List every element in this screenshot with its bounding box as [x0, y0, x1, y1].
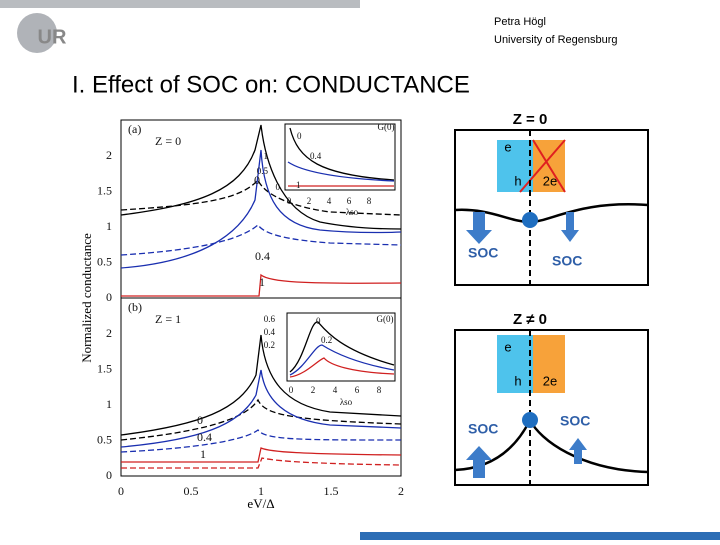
x-tick-label: 1 [258, 484, 264, 498]
author: Petra Högl [494, 16, 546, 28]
panel-tag: (b) [128, 300, 142, 314]
bottom-band [360, 532, 720, 540]
y-tick-label: 0 [106, 468, 112, 482]
top-band [0, 0, 360, 8]
inset-x-tick: 6 [347, 196, 352, 206]
inset-y-tick: 0.4 [264, 327, 276, 337]
inset-title: G(0) [377, 314, 394, 324]
y-tick-label: 0.5 [97, 254, 112, 268]
y-tick-label: 1.5 [97, 183, 112, 197]
panel-z: Z = 0 [155, 134, 181, 148]
y-axis-label: Normalized conductance [79, 233, 94, 363]
y-tick-label: 1 [106, 219, 112, 233]
inset-x-tick: 2 [311, 385, 316, 395]
inset-y-tick: 0 [276, 182, 281, 192]
plot-frames [120, 119, 402, 477]
curves-b [120, 321, 402, 469]
hole: h [514, 373, 521, 388]
diagram-title: Z = 0 [513, 111, 548, 128]
inset-curve-label: 0.4 [310, 151, 322, 161]
y-tick-label: 1.5 [97, 361, 112, 375]
y-tick-label: 1 [106, 397, 112, 411]
soc-label: SOC [468, 421, 498, 437]
inset-title: G(0) [378, 122, 395, 132]
curve-label: 0 [197, 413, 203, 427]
inset-y-tick: 1 [264, 151, 269, 161]
x-axis-label: eV/Δ [247, 496, 274, 511]
diagram-title: Z ≠ 0 [513, 311, 547, 328]
logo: UR [38, 26, 67, 48]
inset-x-tick: 0 [289, 385, 294, 395]
curve-label: 1 [200, 447, 206, 461]
inset-curve-label: 0.2 [321, 335, 332, 345]
electron: e [504, 139, 511, 154]
inset-x-tick: 8 [367, 196, 372, 206]
cooper-pair: 2e [543, 373, 557, 388]
curve-label: 1 [259, 275, 265, 289]
inset-y-tick: 0.6 [264, 314, 276, 324]
inset-x-tick: 4 [327, 196, 332, 206]
inset-x-tick: 8 [377, 385, 382, 395]
slide-title: I. Effect of SOC on: CONDUCTANCE [72, 71, 470, 98]
x-tick-label: 0.5 [184, 484, 199, 498]
inset-curve-label: 1 [296, 180, 301, 190]
y-tick-label: 0.5 [97, 432, 112, 446]
diagram-2 [454, 329, 649, 486]
diagram-1 [454, 129, 649, 286]
inset-y-tick: 0.5 [257, 166, 269, 176]
inset-x-label: λso [346, 207, 359, 217]
x-tick-label: 2 [398, 484, 404, 498]
inset-x-tick: 2 [307, 196, 312, 206]
y-tick-label: 2 [106, 326, 112, 340]
x-tick-label: 0 [118, 484, 124, 498]
soc-label: SOC [560, 413, 590, 429]
soc-label: SOC [468, 245, 498, 261]
y-tick-label: 2 [106, 148, 112, 162]
affiliation: University of Regensburg [494, 34, 618, 46]
inset-curve-label: 0 [316, 316, 321, 326]
hole: h [514, 173, 521, 188]
inset-x-tick: 0 [287, 196, 292, 206]
curves-a [120, 124, 402, 297]
logo-circle [17, 13, 57, 53]
panel-tag: (a) [128, 122, 141, 136]
cooper-pair: 2e [543, 173, 557, 188]
curve-label: 0.4 [197, 430, 212, 444]
curve-label: 0 [254, 173, 260, 187]
electron: e [504, 339, 511, 354]
inset-x-tick: 4 [333, 385, 338, 395]
inset-y-tick: 0.2 [264, 340, 275, 350]
panel-z: Z = 1 [155, 312, 181, 326]
inset-x-tick: 6 [355, 385, 360, 395]
curve-label: 0.4 [255, 249, 270, 263]
inset-curve-label: 0 [297, 131, 302, 141]
y-tick-label: 0 [106, 290, 112, 304]
soc-label: SOC [552, 253, 582, 269]
inset-x-label: λso [340, 397, 353, 407]
x-tick-label: 1.5 [324, 484, 339, 498]
